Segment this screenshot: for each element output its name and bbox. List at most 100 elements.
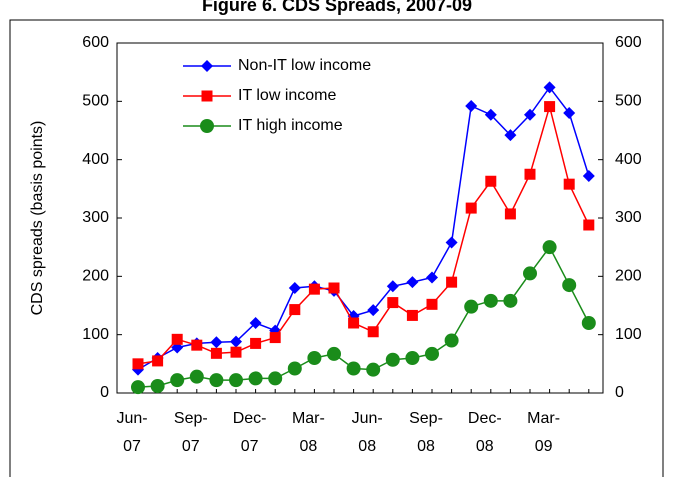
- x-tick-label-line: 09: [535, 438, 553, 455]
- marker: [346, 361, 361, 376]
- y-axis-label: CDS spreads (basis points): [29, 121, 46, 316]
- marker: [366, 362, 381, 377]
- x-tick-label-line: 08: [300, 438, 318, 455]
- marker: [524, 108, 536, 121]
- x-tick-label: Mar- 08: [292, 410, 325, 455]
- x-tick-label-line: Mar-: [292, 410, 325, 427]
- marker: [230, 335, 242, 348]
- marker: [485, 175, 497, 187]
- marker: [171, 333, 183, 345]
- marker: [385, 352, 400, 367]
- marker: [563, 107, 576, 119]
- marker: [524, 168, 536, 180]
- x-tick-label: Sep- 07: [174, 410, 208, 455]
- y2-tick-label: 600: [615, 34, 642, 51]
- marker: [210, 336, 223, 349]
- marker: [170, 373, 185, 388]
- x-tick-label-line: Sep-: [174, 410, 208, 427]
- chart-title: Figure 6. CDS Spreads, 2007-09: [202, 0, 472, 15]
- marker: [504, 208, 516, 220]
- marker: [132, 358, 144, 370]
- marker: [308, 283, 320, 295]
- marker: [426, 298, 438, 310]
- x-tick-label: Jun- 08: [352, 410, 383, 455]
- y-tick-label: 400: [82, 151, 109, 168]
- marker: [426, 271, 438, 284]
- series-line: [137, 103, 590, 365]
- x-tick-label-line: 07: [123, 438, 141, 455]
- y-tick-label: 600: [82, 34, 109, 51]
- marker: [483, 293, 498, 308]
- marker: [563, 178, 575, 190]
- marker: [367, 304, 380, 317]
- x-tick-label-line: 08: [358, 438, 376, 455]
- marker: [503, 293, 518, 308]
- legend-marker: [200, 119, 214, 133]
- x-tick-label-line: 08: [476, 438, 494, 455]
- x-tick-label: Dec- 08: [468, 410, 502, 455]
- y2-tick-label: 0: [615, 384, 624, 401]
- marker: [386, 280, 399, 293]
- marker: [268, 371, 283, 386]
- marker: [446, 276, 458, 288]
- marker: [581, 316, 596, 330]
- y2-tick-label: 100: [615, 326, 642, 343]
- marker: [562, 278, 577, 293]
- marker: [229, 373, 243, 388]
- marker: [367, 326, 379, 338]
- marker: [465, 202, 477, 214]
- legend-marker: [201, 90, 213, 102]
- marker: [464, 299, 479, 314]
- marker: [152, 355, 164, 367]
- frame: [9, 19, 664, 477]
- y2-tick-label: 500: [615, 93, 642, 110]
- marker: [348, 317, 360, 329]
- marker: [289, 304, 301, 316]
- marker: [542, 240, 557, 255]
- marker: [288, 282, 301, 294]
- y-tick-label: 500: [82, 93, 109, 110]
- marker: [445, 236, 458, 249]
- marker: [444, 333, 459, 348]
- marker: [189, 369, 204, 384]
- marker: [523, 266, 537, 281]
- x-tick-label: Mar- 09: [527, 410, 560, 455]
- marker: [406, 309, 418, 321]
- y-tick-label: 0: [100, 384, 109, 401]
- marker: [405, 351, 420, 365]
- x-tick-label-line: 07: [182, 438, 200, 455]
- marker: [248, 371, 263, 386]
- x-tick-label-line: Jun-: [352, 410, 383, 427]
- marker: [269, 332, 281, 344]
- marker: [465, 100, 478, 112]
- marker: [327, 346, 341, 361]
- marker: [543, 81, 556, 94]
- y-tick-label: 200: [82, 268, 109, 285]
- x-tick-label-line: 08: [417, 438, 435, 455]
- x-tick-label-line: Sep-: [409, 410, 443, 427]
- x-tick-label-line: Dec-: [468, 410, 502, 427]
- marker: [387, 297, 399, 309]
- marker: [131, 380, 145, 395]
- marker: [406, 276, 419, 289]
- marker: [307, 351, 322, 365]
- marker: [504, 129, 517, 142]
- legend-marker: [201, 60, 213, 72]
- y-tick-label: 300: [82, 209, 109, 226]
- x-tick-label-line: Jun-: [116, 410, 147, 427]
- series-line: [137, 245, 590, 388]
- x-tick-label: Dec- 07: [233, 410, 267, 455]
- x-tick-label: Sep- 08: [409, 410, 443, 455]
- marker: [583, 219, 595, 231]
- marker: [425, 346, 439, 361]
- marker: [287, 361, 302, 376]
- marker: [249, 317, 262, 329]
- x-tick-label: Jun- 07: [116, 410, 147, 455]
- marker: [150, 379, 165, 393]
- y2-tick-label: 300: [615, 209, 642, 226]
- legend-label: IT high income: [238, 117, 343, 134]
- legend-label: Non-IT low income: [238, 57, 371, 74]
- x-tick-label-line: 07: [241, 438, 259, 455]
- y2-tick-label: 400: [615, 151, 642, 168]
- marker: [250, 337, 262, 349]
